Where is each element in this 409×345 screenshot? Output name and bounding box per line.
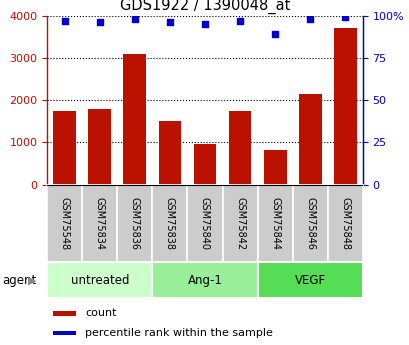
Bar (53, 111, 76, 185)
Bar (152, 262, 257, 298)
Bar (257, 185, 292, 262)
Text: GSM75548: GSM75548 (60, 197, 70, 250)
Text: GSM75848: GSM75848 (339, 197, 349, 250)
Text: GSM75846: GSM75846 (304, 197, 315, 250)
Text: agent: agent (2, 274, 36, 287)
Text: GSM75842: GSM75842 (234, 197, 245, 250)
Text: GSM75840: GSM75840 (200, 197, 209, 250)
Bar (82, 185, 117, 262)
Bar (292, 185, 327, 262)
Bar (333, 28, 356, 185)
Point (61, 18, 68, 23)
Bar (47, 262, 152, 298)
Bar (53, 312, 75, 316)
Text: Ang-1: Ang-1 (187, 274, 222, 287)
Bar (47, 185, 82, 262)
Text: percentile rank within the sample: percentile rank within the sample (85, 328, 272, 338)
Point (271, 31, 278, 37)
Text: ▶: ▶ (28, 275, 36, 285)
Bar (88, 108, 111, 185)
Bar (257, 262, 362, 298)
Bar (193, 145, 216, 185)
Point (166, 20, 173, 25)
Bar (117, 185, 152, 262)
Text: count: count (85, 308, 116, 318)
Bar (222, 185, 257, 262)
Bar (152, 185, 187, 262)
Point (131, 16, 138, 22)
Text: VEGF: VEGF (294, 274, 325, 287)
Point (96, 20, 103, 25)
Point (341, 14, 348, 20)
Text: GSM75834: GSM75834 (94, 197, 105, 250)
Text: GSM75838: GSM75838 (164, 197, 175, 250)
Point (201, 21, 208, 27)
Bar (53, 331, 75, 335)
Bar (298, 94, 321, 185)
Bar (187, 185, 222, 262)
Point (306, 16, 313, 22)
Point (236, 18, 243, 23)
Text: GSM75836: GSM75836 (130, 197, 139, 250)
Text: untreated: untreated (70, 274, 129, 287)
Bar (123, 53, 146, 185)
Bar (228, 111, 251, 185)
Bar (263, 150, 286, 185)
Text: GSM75844: GSM75844 (270, 197, 279, 250)
Bar (327, 185, 362, 262)
Bar (158, 121, 181, 185)
Title: GDS1922 / 1390048_at: GDS1922 / 1390048_at (119, 0, 290, 14)
